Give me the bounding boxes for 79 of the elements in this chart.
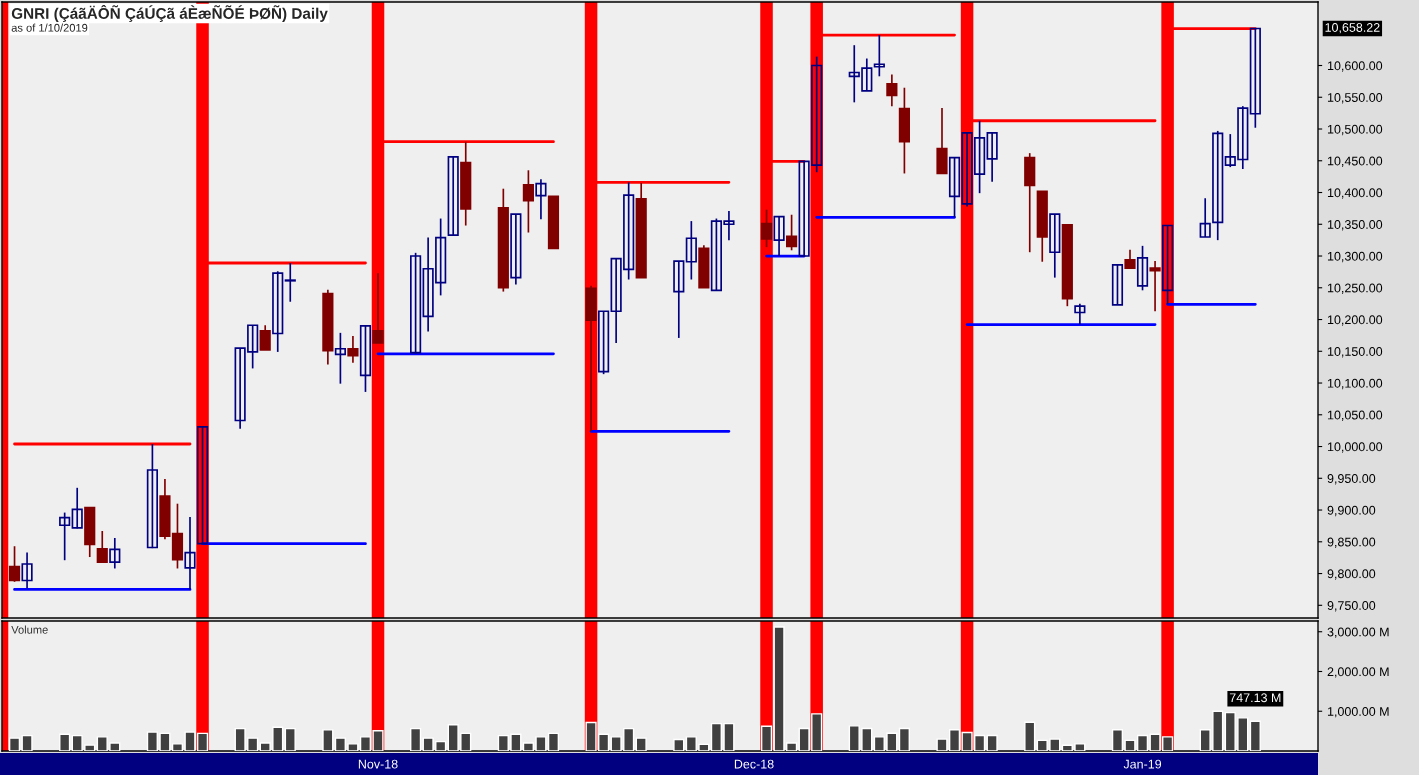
annotation: Volume	[11, 625, 48, 634]
candlestick	[786, 213, 798, 252]
candlestick	[1111, 263, 1124, 306]
bar	[59, 733, 71, 751]
x-tick-label: Nov-18	[358, 759, 398, 769]
y-tick-label: 10,250.00	[1327, 283, 1383, 294]
candlestick	[21, 551, 33, 589]
y-tick-label: 10,450.00	[1327, 156, 1383, 167]
bar	[673, 738, 685, 751]
candlestick	[347, 335, 359, 364]
y-tick-label: 9,900.00	[1327, 505, 1376, 517]
y-tick-label: 10,600.00	[1327, 61, 1383, 72]
candlestick	[71, 486, 83, 530]
candlestick	[1212, 130, 1224, 241]
y-tick-label: 9,800.00	[1327, 569, 1376, 580]
bar	[410, 727, 422, 751]
candlestick	[447, 156, 459, 236]
chart-title: GNRI (ÇáãÄÔÑ ÇáÚÇã áÈæÑÕÉ ÞØÑ) Daily	[11, 5, 328, 22]
y-tick-label: 10,550.00	[1327, 93, 1383, 104]
y-tick-label: 10,300.00	[1327, 251, 1383, 263]
candlestick	[522, 169, 534, 234]
text: as of 1/10/2019	[11, 23, 88, 32]
bar	[898, 727, 910, 751]
candlestick	[410, 252, 422, 355]
candlestick	[284, 262, 296, 303]
candlestick	[146, 443, 158, 549]
candlestick	[259, 324, 271, 351]
y-tick-label: 10,100.00	[1327, 378, 1383, 390]
y-tick-label: 3,000.00 M	[1327, 627, 1389, 638]
candlestick	[760, 208, 773, 248]
y-tick-label: 10,000.00	[1327, 442, 1383, 453]
candlestick	[196, 426, 209, 545]
candlestick	[1149, 260, 1161, 313]
candlestick	[8, 545, 21, 583]
candlestick	[773, 215, 785, 257]
bar	[1024, 721, 1036, 751]
candlestick	[1124, 248, 1136, 269]
bar	[322, 729, 334, 751]
candlestick	[1249, 27, 1261, 129]
candlestick	[109, 537, 121, 570]
candlestick	[886, 73, 898, 107]
candlestick	[59, 511, 71, 562]
candlestick	[1162, 224, 1174, 306]
y-tick-label: 10,150.00	[1327, 347, 1383, 358]
candlestick	[685, 220, 697, 281]
y-tick-label: 9,750.00	[1327, 601, 1376, 612]
candlestick	[1049, 213, 1061, 279]
candlestick	[1074, 302, 1086, 326]
y-tick-label: 1,000.00 M	[1327, 707, 1389, 718]
candlestick	[359, 325, 372, 393]
candlestick	[510, 213, 522, 286]
bar	[986, 734, 998, 751]
y-tick-label: 2,000.00 M	[1327, 667, 1389, 678]
candlestick	[334, 332, 346, 385]
candlestick	[372, 272, 384, 344]
y-tick-label: 10,050.00	[1327, 410, 1383, 421]
candlestick	[272, 270, 284, 353]
data-label: 747.13 M	[1229, 693, 1281, 703]
candlestick	[598, 310, 610, 375]
bar	[635, 737, 647, 751]
candlestick	[535, 178, 547, 221]
text: 10,658.22	[1325, 23, 1380, 34]
candlestick	[1199, 197, 1211, 238]
x-tick-label: Jan-19	[1123, 759, 1162, 769]
candlestick	[673, 260, 685, 339]
candlestick	[1136, 245, 1149, 292]
y-tick-label: 9,950.00	[1327, 474, 1376, 485]
bar	[1249, 720, 1261, 751]
y-tick-label: 10,350.00	[1327, 220, 1383, 231]
y-tick-label: 10,500.00	[1327, 124, 1383, 136]
candlestick	[873, 34, 885, 78]
candlestick	[96, 530, 108, 563]
candlestick	[986, 131, 998, 183]
x-tick-label: Dec-18	[734, 759, 774, 769]
y-tick-label: 10,200.00	[1327, 315, 1383, 326]
candlestick	[184, 516, 196, 591]
y-tick-label: 10,400.00	[1327, 188, 1383, 199]
bar	[284, 727, 296, 751]
y-tick-label: 9,850.00	[1327, 537, 1376, 548]
